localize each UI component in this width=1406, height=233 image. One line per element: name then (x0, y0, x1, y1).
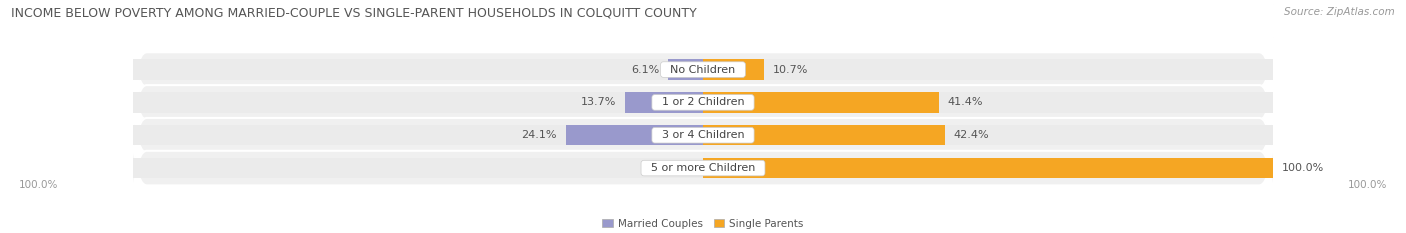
FancyBboxPatch shape (565, 125, 703, 145)
FancyBboxPatch shape (132, 5, 1274, 134)
Text: 13.7%: 13.7% (581, 97, 616, 107)
FancyBboxPatch shape (624, 92, 703, 113)
FancyBboxPatch shape (132, 70, 1274, 200)
Text: 100.0%: 100.0% (1282, 163, 1324, 173)
Text: 5 or more Children: 5 or more Children (644, 163, 762, 173)
FancyBboxPatch shape (703, 158, 1274, 178)
Text: 100.0%: 100.0% (18, 180, 58, 190)
Text: 10.7%: 10.7% (773, 65, 808, 75)
FancyBboxPatch shape (703, 92, 939, 113)
FancyBboxPatch shape (132, 38, 1274, 167)
Text: Source: ZipAtlas.com: Source: ZipAtlas.com (1284, 7, 1395, 17)
FancyBboxPatch shape (132, 103, 1274, 233)
Legend: Married Couples, Single Parents: Married Couples, Single Parents (599, 216, 807, 232)
Text: 42.4%: 42.4% (953, 130, 988, 140)
FancyBboxPatch shape (703, 59, 763, 80)
Text: 6.1%: 6.1% (631, 65, 659, 75)
Text: 24.1%: 24.1% (522, 130, 557, 140)
Text: No Children: No Children (664, 65, 742, 75)
FancyBboxPatch shape (703, 158, 1274, 178)
FancyBboxPatch shape (132, 59, 703, 80)
Text: 3 or 4 Children: 3 or 4 Children (655, 130, 751, 140)
FancyBboxPatch shape (703, 125, 1274, 145)
Text: 1 or 2 Children: 1 or 2 Children (655, 97, 751, 107)
FancyBboxPatch shape (132, 158, 703, 178)
FancyBboxPatch shape (668, 59, 703, 80)
Text: 41.4%: 41.4% (948, 97, 983, 107)
FancyBboxPatch shape (132, 92, 703, 113)
FancyBboxPatch shape (703, 125, 945, 145)
FancyBboxPatch shape (132, 125, 703, 145)
FancyBboxPatch shape (703, 59, 1274, 80)
Text: 100.0%: 100.0% (1348, 180, 1388, 190)
FancyBboxPatch shape (703, 92, 1274, 113)
Text: INCOME BELOW POVERTY AMONG MARRIED-COUPLE VS SINGLE-PARENT HOUSEHOLDS IN COLQUIT: INCOME BELOW POVERTY AMONG MARRIED-COUPL… (11, 7, 697, 20)
Text: 0.0%: 0.0% (666, 163, 695, 173)
